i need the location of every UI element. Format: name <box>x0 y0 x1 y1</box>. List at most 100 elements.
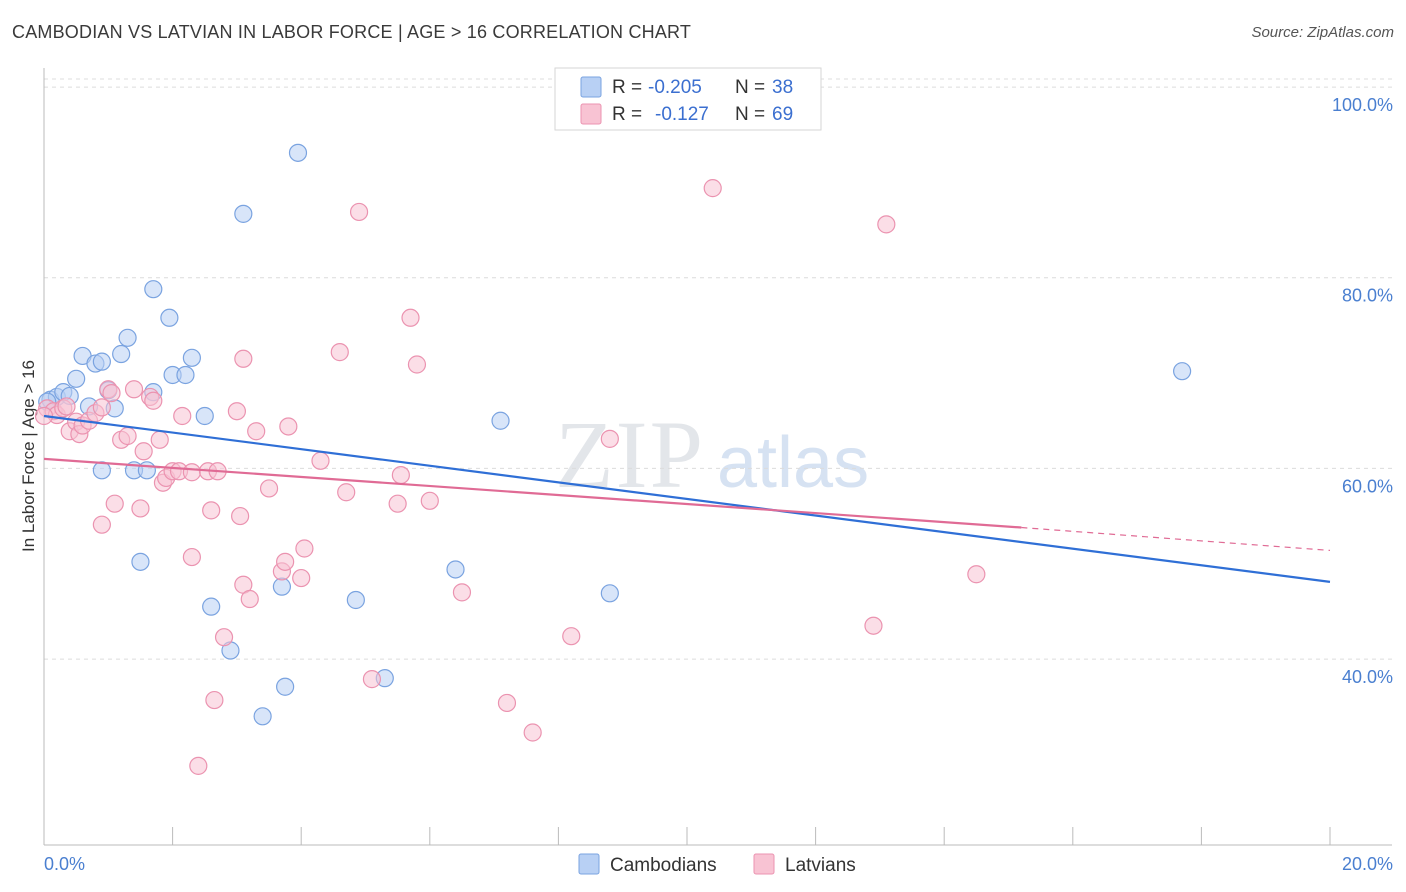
latvian-point-57 <box>407 355 427 374</box>
latvian-point-63 <box>600 429 619 448</box>
series-latvians <box>34 179 986 775</box>
latvian-point-54 <box>388 494 407 513</box>
cambodian-point-29 <box>276 677 295 696</box>
latvian-point-30 <box>182 547 201 567</box>
latvian-point-36 <box>214 628 234 647</box>
latvian-point-18 <box>124 380 144 399</box>
latvian-point-28 <box>173 406 192 426</box>
latvian-point-15 <box>105 494 124 513</box>
latvian-point-66 <box>877 215 896 234</box>
cambodian-point-15 <box>131 552 150 571</box>
latvian-point-20 <box>134 442 153 461</box>
cambodian-point-30 <box>288 143 308 162</box>
legend-n-label-latvians: N = <box>735 104 765 125</box>
cambodian-trend-line <box>43 414 1331 583</box>
cambodian-point-8 <box>92 352 111 371</box>
cambodian-point-13 <box>118 328 137 347</box>
latvian-point-48 <box>295 539 314 558</box>
latvian-point-22 <box>144 391 163 410</box>
x-tick-label-min: 0.0% <box>44 854 85 874</box>
watermark-zip: ZIP <box>555 401 705 508</box>
latvian-point-4 <box>57 397 76 416</box>
cambodian-point-22 <box>182 348 201 367</box>
y-tick-label-100: 100.0% <box>1332 95 1393 115</box>
series-cambodians <box>38 143 1192 726</box>
latvian-point-53 <box>362 670 382 689</box>
latvian-point-33 <box>202 501 221 520</box>
cambodian-point-17 <box>144 280 163 299</box>
legend-r-value-cambodians: -0.205 <box>648 77 702 98</box>
y-tick-label-40: 40.0% <box>1342 667 1393 687</box>
bottom-legend-swatch-cambodians <box>578 853 600 875</box>
latvian-point-61 <box>523 723 542 742</box>
cambodian-point-19 <box>160 308 179 327</box>
legend-swatch-latvians <box>580 103 602 125</box>
source-label: Source: ZipAtlas.com <box>1251 24 1394 41</box>
latvian-point-42 <box>247 422 266 441</box>
x-axis-ticks <box>43 827 1331 845</box>
legend: R = -0.205 N = 38 R = -0.127 N = 69 <box>554 67 822 131</box>
cambodian-point-27 <box>253 707 272 726</box>
cambodian-point-31 <box>346 590 365 610</box>
trend-lines <box>43 414 1331 583</box>
latvian-point-43 <box>259 479 279 498</box>
latvian-point-41 <box>240 589 259 609</box>
latvian-point-39 <box>234 349 253 368</box>
cambodian-point-24 <box>202 597 221 616</box>
legend-n-label-cambodians: N = <box>735 77 765 98</box>
legend-r-label-latvians: R = <box>612 104 642 125</box>
bottom-legend-label-cambodians: Cambodians <box>610 855 717 876</box>
latvian-point-60 <box>497 693 517 713</box>
cambodian-point-12 <box>112 344 131 364</box>
latvian-point-51 <box>337 483 356 502</box>
latvian-point-29 <box>182 463 201 482</box>
latvian-point-11 <box>92 398 111 417</box>
cambodian-point-34 <box>491 411 510 430</box>
x-tick-label-max: 20.0% <box>1342 854 1393 874</box>
latvian-point-45 <box>276 552 295 571</box>
latvian-point-47 <box>292 568 311 588</box>
latvian-point-59 <box>452 583 472 602</box>
latvian-point-12 <box>92 515 111 534</box>
cambodian-point-26 <box>234 204 253 223</box>
chart-title: CAMBODIAN VS LATVIAN IN LABOR FORCE | AG… <box>12 22 692 42</box>
latvian-point-65 <box>864 616 883 635</box>
latvian-point-64 <box>703 179 722 198</box>
latvian-point-67 <box>967 565 986 584</box>
latvian-point-56 <box>401 308 420 327</box>
legend-swatch-cambodians <box>580 76 602 98</box>
latvian-point-50 <box>330 343 349 362</box>
latvian-point-23 <box>150 430 169 449</box>
y-tick-label-60: 60.0% <box>1342 476 1393 496</box>
legend-r-value-latvians: -0.127 <box>655 104 709 125</box>
cambodian-point-28 <box>272 577 292 596</box>
y-axis-title: In Labor Force | Age > 16 <box>19 360 38 552</box>
latvian-point-31 <box>189 756 208 775</box>
bottom-legend-swatch-latvians <box>753 853 775 875</box>
latvian-point-46 <box>279 417 298 436</box>
latvian-point-34 <box>205 690 224 710</box>
latvian-point-19 <box>131 499 150 518</box>
cambodian-point-16 <box>137 461 156 480</box>
latvian-point-37 <box>227 402 246 421</box>
latvian-point-38 <box>231 506 250 526</box>
latvian-point-55 <box>391 465 410 485</box>
latvian-point-62 <box>562 627 581 646</box>
latvian-point-58 <box>420 491 439 510</box>
watermark-atlas: atlas <box>717 423 869 503</box>
latvian-point-52 <box>349 202 369 222</box>
y-tick-label-80: 80.0% <box>1342 286 1393 306</box>
cambodian-point-23 <box>195 406 214 426</box>
cambodian-point-35 <box>600 584 619 603</box>
legend-n-value-latvians: 69 <box>772 104 793 125</box>
cambodian-point-33 <box>446 560 465 579</box>
cambodian-point-4 <box>67 369 86 388</box>
cambodian-point-21 <box>176 365 195 385</box>
latvian-trend-line <box>43 457 1022 529</box>
latvian-point-17 <box>118 426 137 446</box>
legend-r-label-cambodians: R = <box>612 77 642 98</box>
cambodian-point-36 <box>1173 362 1192 381</box>
latvian-point-49 <box>311 451 330 470</box>
y-tick-labels: 40.0% 60.0% 80.0% 100.0% <box>1332 95 1393 687</box>
bottom-legend-label-latvians: Latvians <box>785 855 856 876</box>
